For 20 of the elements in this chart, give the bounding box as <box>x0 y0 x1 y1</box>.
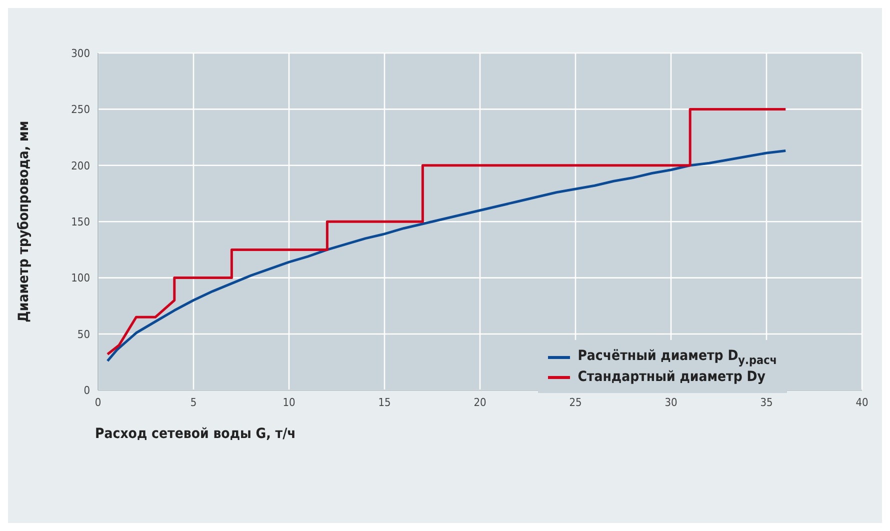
x-tick-label: 20 <box>474 396 486 410</box>
y-tick-label: 100 <box>71 272 90 285</box>
y-tick-label: 50 <box>77 328 90 341</box>
legend-label: Расчётный диаметр D$_{у.расч}$ <box>578 348 777 367</box>
x-tick-label: 40 <box>856 396 868 410</box>
x-tick-label: 10 <box>282 396 296 410</box>
x-tick-label: 5 <box>190 396 197 410</box>
y-tick-label: 150 <box>71 216 90 229</box>
x-axis-title: Расход сетевой воды G, т/ч <box>95 426 296 442</box>
y-tick-label: 250 <box>71 103 90 116</box>
x-tick-label: 15 <box>378 396 391 410</box>
legend-label: Стандартный диаметр Dy <box>578 369 766 385</box>
x-tick-label: 25 <box>569 396 582 410</box>
y-axis-title: Диаметр трубопровода, мм <box>16 120 32 322</box>
x-tick-label: 0 <box>94 396 102 410</box>
y-tick-label: 0 <box>84 384 90 398</box>
x-tick-label: 35 <box>760 396 773 410</box>
x-tick-label: 30 <box>664 396 678 410</box>
y-tick-label: 300 <box>71 46 90 60</box>
y-tick-label: 200 <box>71 159 90 172</box>
